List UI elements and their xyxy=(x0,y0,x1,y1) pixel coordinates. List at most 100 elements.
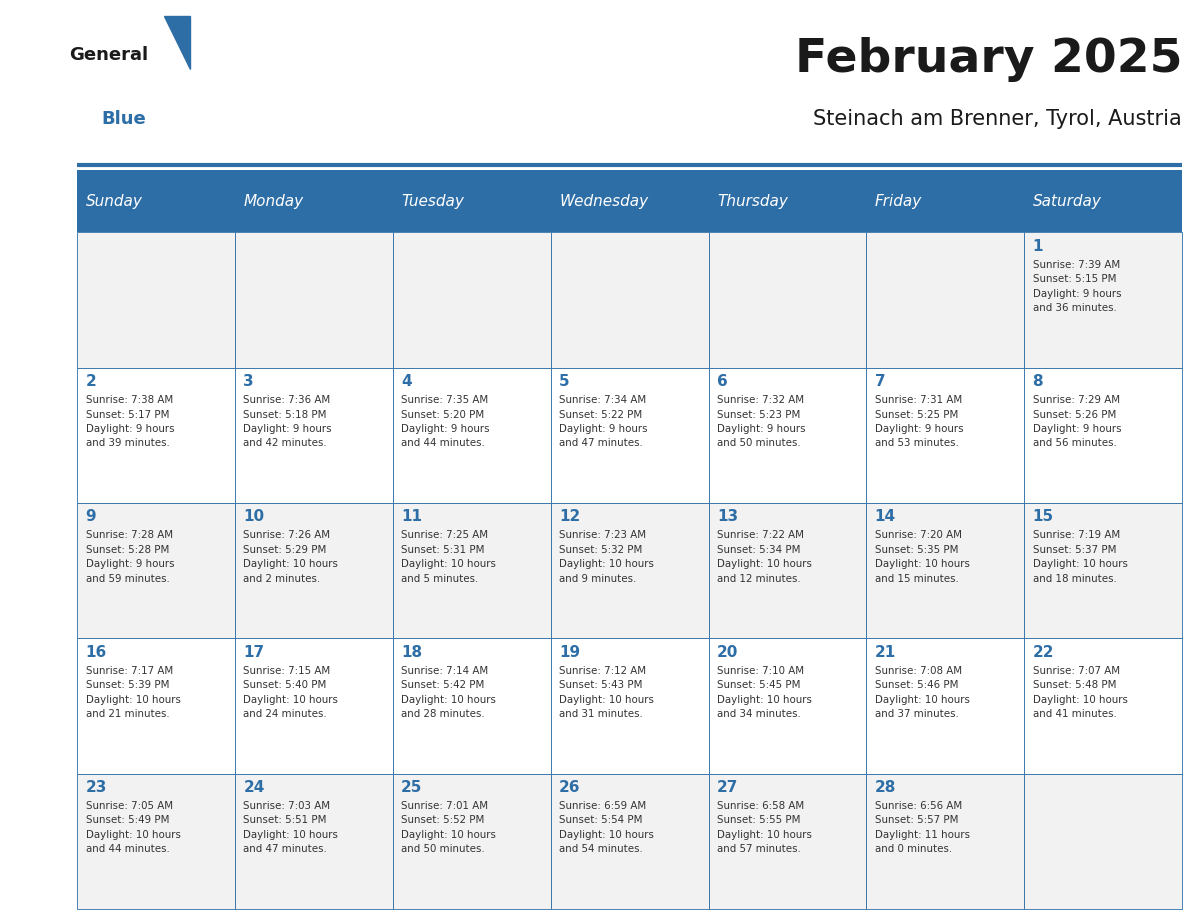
Text: Sunrise: 7:29 AM
Sunset: 5:26 PM
Daylight: 9 hours
and 56 minutes.: Sunrise: 7:29 AM Sunset: 5:26 PM Dayligh… xyxy=(1032,395,1121,448)
Text: 4: 4 xyxy=(402,374,412,389)
Bar xyxy=(393,638,551,774)
Text: Tuesday: Tuesday xyxy=(402,194,465,208)
Text: 8: 8 xyxy=(1032,374,1043,389)
Text: Sunrise: 7:12 AM
Sunset: 5:43 PM
Daylight: 10 hours
and 31 minutes.: Sunrise: 7:12 AM Sunset: 5:43 PM Dayligh… xyxy=(560,666,653,719)
Bar xyxy=(551,232,708,367)
Text: Steinach am Brenner, Tyrol, Austria: Steinach am Brenner, Tyrol, Austria xyxy=(814,109,1182,129)
Bar xyxy=(235,170,393,232)
Text: Monday: Monday xyxy=(244,194,303,208)
Text: Sunrise: 7:35 AM
Sunset: 5:20 PM
Daylight: 9 hours
and 44 minutes.: Sunrise: 7:35 AM Sunset: 5:20 PM Dayligh… xyxy=(402,395,489,448)
Text: 1: 1 xyxy=(1032,239,1043,253)
Text: Sunrise: 7:25 AM
Sunset: 5:31 PM
Daylight: 10 hours
and 5 minutes.: Sunrise: 7:25 AM Sunset: 5:31 PM Dayligh… xyxy=(402,531,497,584)
Text: Sunday: Sunday xyxy=(86,194,143,208)
Text: Sunrise: 7:14 AM
Sunset: 5:42 PM
Daylight: 10 hours
and 28 minutes.: Sunrise: 7:14 AM Sunset: 5:42 PM Dayligh… xyxy=(402,666,497,719)
Bar xyxy=(393,774,551,909)
Text: 5: 5 xyxy=(560,374,570,389)
Bar xyxy=(77,170,235,232)
Text: 2: 2 xyxy=(86,374,96,389)
Bar xyxy=(393,232,551,367)
Text: 12: 12 xyxy=(560,509,580,524)
Bar xyxy=(708,503,866,638)
Text: 25: 25 xyxy=(402,780,423,795)
Text: Sunrise: 6:56 AM
Sunset: 5:57 PM
Daylight: 11 hours
and 0 minutes.: Sunrise: 6:56 AM Sunset: 5:57 PM Dayligh… xyxy=(874,801,969,855)
Bar xyxy=(235,774,393,909)
Text: 19: 19 xyxy=(560,644,580,660)
Text: 17: 17 xyxy=(244,644,265,660)
Text: 6: 6 xyxy=(716,374,727,389)
Text: Sunrise: 7:05 AM
Sunset: 5:49 PM
Daylight: 10 hours
and 44 minutes.: Sunrise: 7:05 AM Sunset: 5:49 PM Dayligh… xyxy=(86,801,181,855)
Bar xyxy=(551,774,708,909)
Bar xyxy=(866,503,1024,638)
Text: Sunrise: 7:31 AM
Sunset: 5:25 PM
Daylight: 9 hours
and 53 minutes.: Sunrise: 7:31 AM Sunset: 5:25 PM Dayligh… xyxy=(874,395,963,448)
Bar xyxy=(77,638,235,774)
Text: Sunrise: 7:03 AM
Sunset: 5:51 PM
Daylight: 10 hours
and 47 minutes.: Sunrise: 7:03 AM Sunset: 5:51 PM Dayligh… xyxy=(244,801,339,855)
Bar xyxy=(77,367,235,503)
Bar xyxy=(235,638,393,774)
Bar xyxy=(393,170,551,232)
Bar xyxy=(1024,367,1182,503)
Text: 15: 15 xyxy=(1032,509,1054,524)
Text: 28: 28 xyxy=(874,780,896,795)
Bar xyxy=(77,774,235,909)
Bar xyxy=(393,367,551,503)
Text: February 2025: February 2025 xyxy=(795,37,1182,83)
Text: 13: 13 xyxy=(716,509,738,524)
Bar xyxy=(77,503,235,638)
Text: Sunrise: 7:22 AM
Sunset: 5:34 PM
Daylight: 10 hours
and 12 minutes.: Sunrise: 7:22 AM Sunset: 5:34 PM Dayligh… xyxy=(716,531,811,584)
Bar xyxy=(866,638,1024,774)
Text: Sunrise: 7:17 AM
Sunset: 5:39 PM
Daylight: 10 hours
and 21 minutes.: Sunrise: 7:17 AM Sunset: 5:39 PM Dayligh… xyxy=(86,666,181,719)
Bar xyxy=(708,638,866,774)
Bar xyxy=(708,232,866,367)
Bar xyxy=(77,232,235,367)
Bar xyxy=(708,367,866,503)
Text: Sunrise: 6:58 AM
Sunset: 5:55 PM
Daylight: 10 hours
and 57 minutes.: Sunrise: 6:58 AM Sunset: 5:55 PM Dayligh… xyxy=(716,801,811,855)
Text: 24: 24 xyxy=(244,780,265,795)
Text: Sunrise: 7:36 AM
Sunset: 5:18 PM
Daylight: 9 hours
and 42 minutes.: Sunrise: 7:36 AM Sunset: 5:18 PM Dayligh… xyxy=(244,395,331,448)
Bar xyxy=(1024,774,1182,909)
Text: Sunrise: 7:28 AM
Sunset: 5:28 PM
Daylight: 9 hours
and 59 minutes.: Sunrise: 7:28 AM Sunset: 5:28 PM Dayligh… xyxy=(86,531,173,584)
Text: 23: 23 xyxy=(86,780,107,795)
Bar xyxy=(235,503,393,638)
Text: Sunrise: 7:38 AM
Sunset: 5:17 PM
Daylight: 9 hours
and 39 minutes.: Sunrise: 7:38 AM Sunset: 5:17 PM Dayligh… xyxy=(86,395,173,448)
Text: Sunrise: 7:23 AM
Sunset: 5:32 PM
Daylight: 10 hours
and 9 minutes.: Sunrise: 7:23 AM Sunset: 5:32 PM Dayligh… xyxy=(560,531,653,584)
Text: Wednesday: Wednesday xyxy=(560,194,649,208)
Text: Sunrise: 7:10 AM
Sunset: 5:45 PM
Daylight: 10 hours
and 34 minutes.: Sunrise: 7:10 AM Sunset: 5:45 PM Dayligh… xyxy=(716,666,811,719)
Bar xyxy=(551,503,708,638)
Text: 3: 3 xyxy=(244,374,254,389)
Text: Sunrise: 7:01 AM
Sunset: 5:52 PM
Daylight: 10 hours
and 50 minutes.: Sunrise: 7:01 AM Sunset: 5:52 PM Dayligh… xyxy=(402,801,497,855)
Text: 11: 11 xyxy=(402,509,422,524)
Text: 14: 14 xyxy=(874,509,896,524)
Polygon shape xyxy=(164,16,190,69)
Bar xyxy=(551,170,708,232)
Bar xyxy=(1024,232,1182,367)
Text: Sunrise: 7:15 AM
Sunset: 5:40 PM
Daylight: 10 hours
and 24 minutes.: Sunrise: 7:15 AM Sunset: 5:40 PM Dayligh… xyxy=(244,666,339,719)
Text: Sunrise: 7:26 AM
Sunset: 5:29 PM
Daylight: 10 hours
and 2 minutes.: Sunrise: 7:26 AM Sunset: 5:29 PM Dayligh… xyxy=(244,531,339,584)
Text: Sunrise: 7:32 AM
Sunset: 5:23 PM
Daylight: 9 hours
and 50 minutes.: Sunrise: 7:32 AM Sunset: 5:23 PM Dayligh… xyxy=(716,395,805,448)
Bar xyxy=(708,170,866,232)
Text: 22: 22 xyxy=(1032,644,1054,660)
Text: Sunrise: 7:39 AM
Sunset: 5:15 PM
Daylight: 9 hours
and 36 minutes.: Sunrise: 7:39 AM Sunset: 5:15 PM Dayligh… xyxy=(1032,260,1121,313)
Bar xyxy=(1024,503,1182,638)
Bar xyxy=(1024,170,1182,232)
Bar xyxy=(1024,638,1182,774)
Text: Blue: Blue xyxy=(101,110,146,129)
Bar xyxy=(866,170,1024,232)
Text: Sunrise: 7:20 AM
Sunset: 5:35 PM
Daylight: 10 hours
and 15 minutes.: Sunrise: 7:20 AM Sunset: 5:35 PM Dayligh… xyxy=(874,531,969,584)
Bar xyxy=(866,774,1024,909)
Text: 21: 21 xyxy=(874,644,896,660)
Bar xyxy=(393,503,551,638)
Text: 26: 26 xyxy=(560,780,581,795)
Text: 27: 27 xyxy=(716,780,738,795)
Text: 7: 7 xyxy=(874,374,885,389)
Text: Sunrise: 7:34 AM
Sunset: 5:22 PM
Daylight: 9 hours
and 47 minutes.: Sunrise: 7:34 AM Sunset: 5:22 PM Dayligh… xyxy=(560,395,647,448)
Bar xyxy=(866,232,1024,367)
Bar xyxy=(235,232,393,367)
Text: 10: 10 xyxy=(244,509,265,524)
Bar xyxy=(551,638,708,774)
Text: Saturday: Saturday xyxy=(1032,194,1101,208)
Text: 18: 18 xyxy=(402,644,422,660)
Text: Sunrise: 7:08 AM
Sunset: 5:46 PM
Daylight: 10 hours
and 37 minutes.: Sunrise: 7:08 AM Sunset: 5:46 PM Dayligh… xyxy=(874,666,969,719)
Text: Sunrise: 7:19 AM
Sunset: 5:37 PM
Daylight: 10 hours
and 18 minutes.: Sunrise: 7:19 AM Sunset: 5:37 PM Dayligh… xyxy=(1032,531,1127,584)
Text: Friday: Friday xyxy=(874,194,922,208)
Text: 20: 20 xyxy=(716,644,738,660)
